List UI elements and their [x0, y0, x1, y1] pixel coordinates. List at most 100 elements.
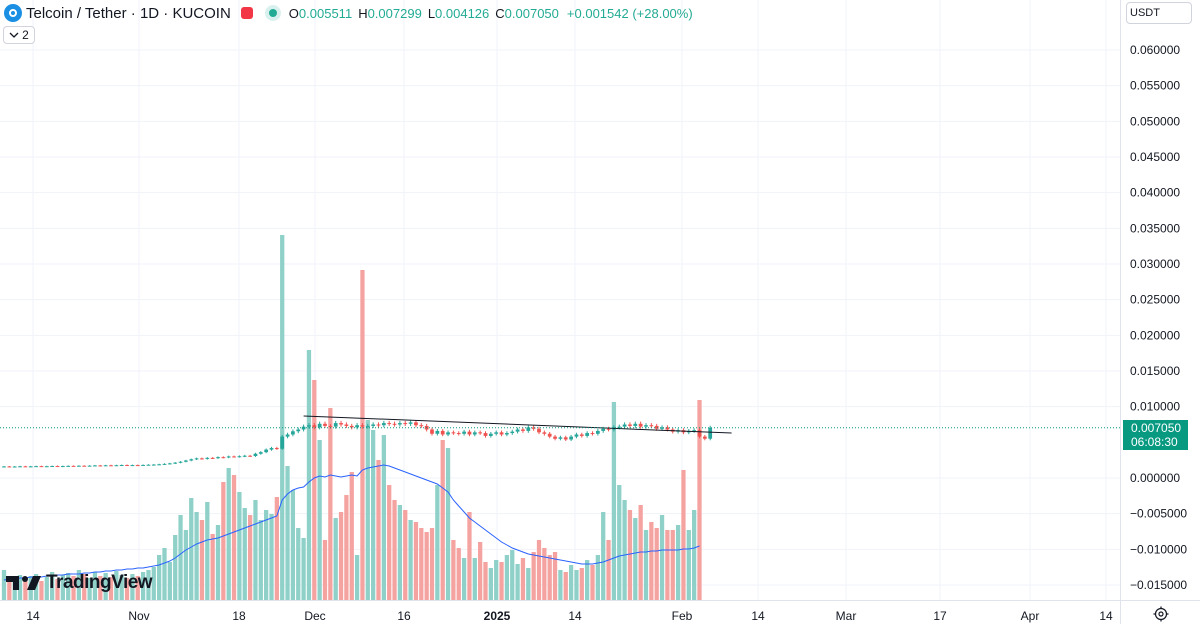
candle-body: [633, 423, 638, 426]
volume-bar: [296, 528, 301, 600]
volume-bar: [253, 500, 258, 600]
candle-body: [173, 462, 178, 464]
volume-bar: [467, 512, 472, 600]
candle-body: [697, 430, 702, 437]
y-tick-label: 0.040000: [1130, 186, 1180, 200]
indicators-toggle-button[interactable]: 2: [3, 26, 35, 44]
volume-bars: [1, 235, 702, 600]
candle-body: [574, 434, 579, 437]
volume-bar: [692, 510, 697, 600]
volume-bar: [397, 505, 403, 600]
volume-bar: [124, 578, 130, 600]
y-tick-label: −0.005000: [1130, 507, 1187, 521]
x-tick-label: 14: [26, 609, 40, 623]
volume-bar: [649, 522, 654, 600]
volume-bar: [483, 562, 488, 600]
volume-bar: [146, 570, 151, 600]
volume-bar: [558, 570, 563, 600]
candle-body: [269, 448, 274, 450]
currency-label: USDT: [1130, 7, 1160, 19]
symbol-legend: Telcoin / Tether · 1D · KUCOIN O0.005511…: [4, 3, 693, 23]
candle-body: [323, 423, 327, 426]
volume-bar: [686, 530, 691, 600]
candle-body: [371, 424, 376, 426]
candle-body: [537, 428, 541, 433]
candle-body: [344, 424, 349, 426]
volume-bar: [194, 512, 199, 600]
candle-body: [638, 423, 643, 427]
x-tick-label: Mar: [836, 609, 857, 623]
volume-bar: [568, 565, 574, 600]
candle-body: [521, 429, 525, 431]
candle-body: [200, 458, 204, 460]
currency-selector[interactable]: USDT: [1126, 2, 1192, 24]
volume-bar: [440, 440, 445, 600]
candle-body: [98, 465, 103, 467]
candle-body: [558, 437, 563, 439]
volume-bar: [264, 510, 269, 600]
candle-body: [494, 432, 499, 434]
volume-bar: [7, 578, 12, 600]
volume-bar: [87, 578, 92, 600]
low-label: L: [427, 5, 436, 21]
candle-body: [307, 425, 311, 427]
chevron-down-icon: [9, 32, 19, 38]
volume-bar: [494, 560, 499, 600]
candle-body: [606, 428, 611, 430]
volume-bar: [119, 575, 124, 600]
volume-bar: [579, 568, 584, 600]
volume-bar: [387, 485, 392, 600]
volume-bar: [338, 512, 344, 600]
gear-icon[interactable]: [1153, 606, 1169, 622]
volume-bar: [205, 502, 210, 600]
x-tick-label: 14: [751, 609, 765, 623]
y-tick-label: −0.010000: [1130, 542, 1187, 556]
volume-bar: [66, 573, 71, 600]
tradingview-brand[interactable]: TradingView: [6, 572, 153, 594]
volume-bar: [675, 525, 681, 600]
x-tick-label: 14: [568, 609, 582, 623]
volume-bar: [488, 568, 493, 600]
candle-body: [531, 427, 536, 429]
candle-body: [692, 430, 697, 432]
y-tick-label: 0.045000: [1130, 150, 1180, 164]
volume-bar: [408, 520, 413, 600]
volume-bar: [381, 435, 386, 600]
candle-body: [499, 432, 504, 435]
candle-body: [488, 433, 493, 436]
bar-countdown: 06:08:30: [1131, 435, 1178, 449]
volume-bar: [167, 562, 172, 600]
volume-bar: [697, 400, 702, 600]
volume-bar: [258, 520, 263, 600]
candle-body: [167, 463, 172, 465]
volume-bar: [290, 490, 296, 600]
indicators-count: 2: [22, 28, 29, 42]
volume-bar: [520, 558, 526, 600]
volume-bar: [344, 495, 349, 600]
volume-bar: [595, 555, 600, 600]
candle-body: [44, 466, 49, 468]
volume-bar: [536, 540, 542, 600]
volume-bar: [306, 350, 312, 600]
volume-bar: [349, 472, 354, 600]
symbol-title[interactable]: Telcoin / Tether · 1D · KUCOIN: [26, 4, 231, 22]
candle-body: [317, 423, 322, 428]
candle-body: [462, 431, 466, 434]
candle-body: [210, 457, 215, 459]
volume-bar: [354, 555, 360, 600]
candle-body: [440, 430, 445, 435]
volume-bar: [360, 270, 365, 600]
candle-body: [205, 457, 210, 459]
volume-bar: [103, 573, 108, 600]
candle-body: [451, 432, 456, 434]
volume-bar: [280, 235, 285, 600]
volume-bar: [71, 576, 76, 600]
y-tick-label: 0.010000: [1130, 400, 1180, 414]
volume-bar: [221, 482, 226, 600]
volume-bar: [601, 512, 606, 600]
volume-bar: [242, 508, 247, 600]
y-tick-label: −0.015000: [1130, 578, 1187, 592]
candle-body: [553, 436, 557, 439]
candle-body: [87, 465, 92, 467]
